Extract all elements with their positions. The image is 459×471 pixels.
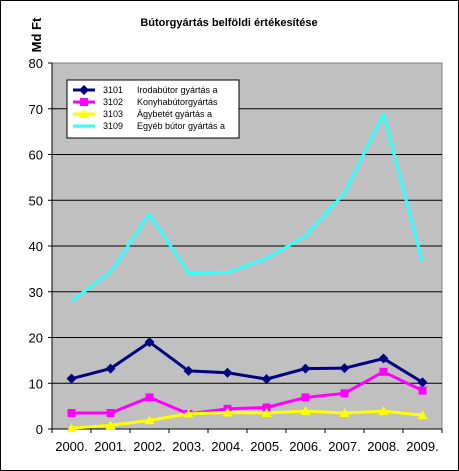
data-point [301, 393, 310, 402]
data-point [262, 403, 271, 412]
legend-code: 3102 [103, 97, 123, 107]
x-tick-label: 2000. [55, 439, 88, 454]
y-axis-label: Md Ft [29, 17, 44, 52]
legend: 3101 Irodabútor gyártás a 3102 Konyhabútorg… [66, 79, 240, 139]
legend-label: Irodabútor gyártás a [137, 85, 218, 95]
x-tick-label: 2001. [94, 439, 127, 454]
data-point [300, 363, 311, 374]
data-point [379, 367, 388, 376]
data-point [106, 408, 115, 417]
series-line-3103 [71, 409, 423, 430]
series-line-3102 [71, 370, 424, 416]
series-line-3109 [70, 112, 424, 303]
y-tick-label: 70 [29, 102, 43, 117]
legend-code: 3109 [103, 121, 123, 131]
legend-marker [79, 109, 89, 118]
series-layer [66, 112, 428, 433]
legend-marker [79, 85, 89, 95]
grid-lines [52, 108, 442, 384]
y-tick-label: 30 [29, 285, 43, 300]
data-point [261, 407, 272, 417]
data-point [67, 408, 76, 417]
data-point [378, 406, 389, 416]
x-tick-label: 2003. [172, 439, 205, 454]
x-tick-label: 2009. [406, 439, 439, 454]
data-point [144, 415, 155, 425]
data-point [339, 363, 350, 374]
data-point [145, 393, 154, 402]
data-point [105, 363, 116, 374]
data-point [183, 365, 194, 376]
x-tick-label: 2008. [367, 439, 400, 454]
data-point [261, 374, 272, 385]
data-point [105, 420, 116, 430]
y-tick-label: 20 [29, 331, 43, 346]
data-point [418, 386, 427, 395]
data-point [340, 389, 349, 398]
y-tick-label: 10 [29, 376, 43, 391]
data-point [378, 353, 389, 364]
y-tick-label: 40 [29, 239, 43, 254]
data-point [183, 408, 194, 418]
x-tick-label: 2006. [289, 439, 322, 454]
series-3103 [66, 406, 428, 433]
x-tick-label: 2007. [328, 439, 361, 454]
series-line-3101 [71, 340, 424, 384]
legend-code: 3101 [103, 85, 123, 95]
y-tick-label: 0 [36, 422, 43, 437]
legend-box [66, 79, 240, 139]
x-tick-label: 2005. [250, 439, 283, 454]
data-point [339, 407, 350, 417]
series-3101 [66, 337, 428, 388]
x-tick-label: 2002. [133, 439, 166, 454]
chart-title: Bútorgyártás belföldi értékesítése [140, 17, 317, 29]
x-tick-label: 2004. [211, 439, 244, 454]
legend-code: 3103 [103, 109, 123, 119]
legend-label: Konyhabútorgyártás [137, 97, 218, 107]
data-point [417, 410, 428, 420]
axes: 0 10 20 30 40 50 60 70 80 2000. 2001. 2002. 2003. 200… [29, 56, 443, 454]
data-point [144, 337, 155, 348]
data-point [222, 367, 233, 378]
data-point [222, 407, 233, 417]
series-3109 [70, 112, 424, 303]
legend-label: Egyéb bútor gyártás a [137, 121, 225, 131]
data-point [417, 377, 428, 388]
y-tick-label: 50 [29, 193, 43, 208]
data-point [300, 406, 311, 416]
data-point [66, 373, 77, 384]
y-tick-label: 80 [29, 56, 43, 71]
legend-marker [80, 98, 88, 106]
data-point [66, 423, 77, 433]
y-tick-label: 60 [29, 148, 43, 163]
legend-label: Ágybetét gyártás a [137, 109, 212, 119]
